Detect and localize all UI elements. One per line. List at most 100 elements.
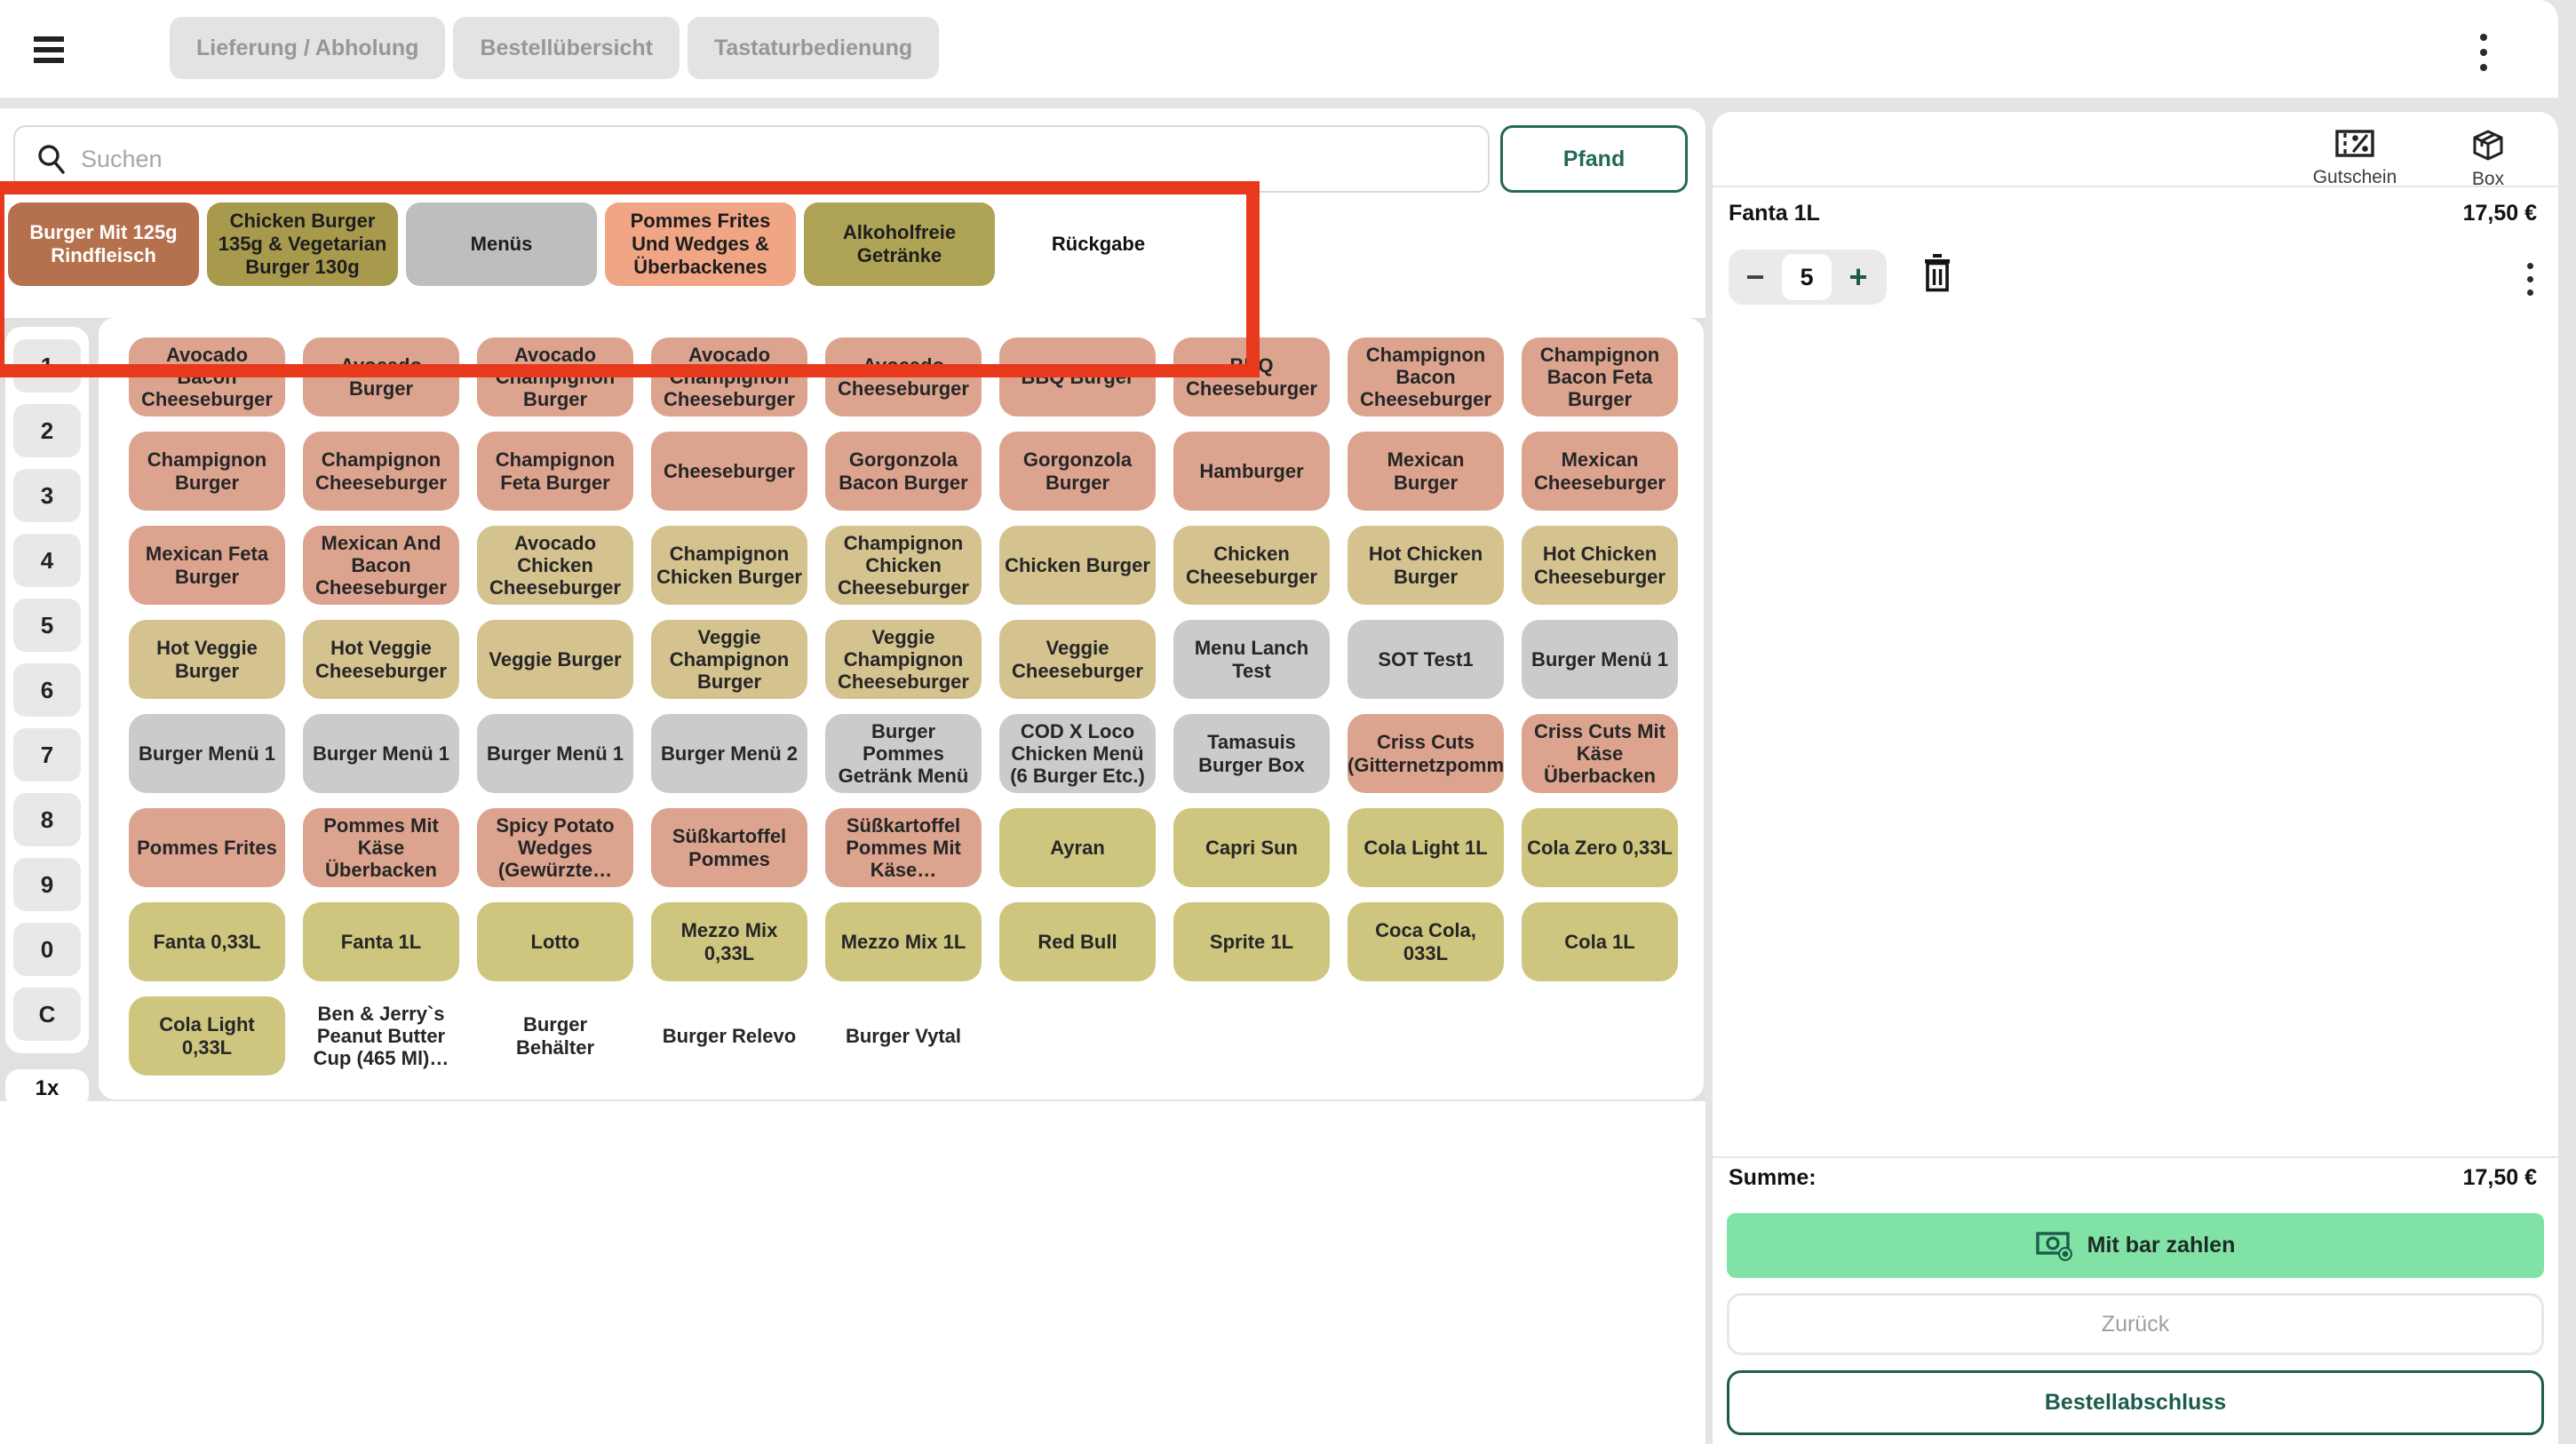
product-button[interactable]: Cola Light 0,33L xyxy=(129,996,285,1075)
product-button[interactable]: Capri Sun xyxy=(1173,808,1330,887)
numpad-key-5[interactable]: 5 xyxy=(13,599,81,652)
tab-tastaturbedienung[interactable]: Tastaturbedienung xyxy=(687,17,940,79)
product-button[interactable]: Champignon Bacon Feta Burger xyxy=(1522,337,1678,417)
back-button[interactable]: Zurück xyxy=(1727,1293,2544,1355)
numpad-key-c[interactable]: C xyxy=(13,988,81,1041)
product-button[interactable]: SOT Test1 xyxy=(1348,620,1504,699)
category-button[interactable]: Pommes Frites Und Wedges & Überbackenes xyxy=(605,202,796,286)
product-button[interactable]: Chicken Cheeseburger xyxy=(1173,526,1330,605)
product-button[interactable]: Burger Pommes Getränk Menü xyxy=(825,714,982,793)
product-button[interactable]: Burger Relevo xyxy=(662,1024,797,1047)
product-button[interactable]: Burger Menü 1 xyxy=(303,714,459,793)
product-button[interactable]: Burger Menü 1 xyxy=(129,714,285,793)
product-button[interactable]: Menu Lanch Test xyxy=(1173,620,1330,699)
product-button[interactable]: Mexican And Bacon Cheeseburger xyxy=(303,526,459,605)
numpad-key-2[interactable]: 2 xyxy=(13,404,81,457)
product-button[interactable]: Gorgonzola Burger xyxy=(999,432,1156,511)
product-button[interactable]: Süßkartoffel Pommes xyxy=(651,808,807,887)
product-button[interactable]: Spicy Potato Wedges (Gewürzte… xyxy=(477,808,633,887)
topbar-kebab-icon[interactable] xyxy=(2480,29,2487,75)
product-button[interactable]: Cola 1L xyxy=(1522,902,1678,981)
product-button[interactable]: BBQ Cheeseburger xyxy=(1173,337,1330,417)
product-button[interactable]: Mexican Cheeseburger xyxy=(1522,432,1678,511)
product-button[interactable]: Cola Light 1L xyxy=(1348,808,1504,887)
product-button[interactable]: Mexican Burger xyxy=(1348,432,1504,511)
product-button[interactable]: Avocado Champignon Cheeseburger xyxy=(651,337,807,417)
search-input[interactable] xyxy=(81,145,1488,173)
product-button[interactable]: Lotto xyxy=(477,902,633,981)
product-button[interactable]: Pommes Frites xyxy=(129,808,285,887)
product-button[interactable]: Criss Cuts Mit Käse Überbacken xyxy=(1522,714,1678,793)
increment-button[interactable]: + xyxy=(1849,258,1868,295)
product-button[interactable]: Burger Menü 2 xyxy=(651,714,807,793)
product-button[interactable]: Mexican Feta Burger xyxy=(129,526,285,605)
product-button[interactable]: Hot Veggie Cheeseburger xyxy=(303,620,459,699)
product-button[interactable]: Champignon Chicken Burger xyxy=(651,526,807,605)
product-button[interactable]: Avocado Champignon Burger xyxy=(477,337,633,417)
product-button[interactable]: Coca Cola, 033L xyxy=(1348,902,1504,981)
product-button[interactable]: Ben & Jerry`s Peanut Butter Cup (465 Ml)… xyxy=(313,1002,449,1070)
product-button[interactable]: Chicken Burger xyxy=(999,526,1156,605)
product-button[interactable]: Veggie Burger xyxy=(477,620,633,699)
delete-item-button[interactable] xyxy=(1920,252,1954,299)
pay-cash-button[interactable]: Mit bar zahlen xyxy=(1727,1213,2544,1278)
numpad-key-0[interactable]: 0 xyxy=(13,923,81,976)
product-button[interactable]: Champignon Chicken Cheeseburger xyxy=(825,526,982,605)
product-button[interactable]: Ayran xyxy=(999,808,1156,887)
product-button[interactable]: Hamburger xyxy=(1173,432,1330,511)
category-button[interactable]: Burger Mit 125g Rindfleisch xyxy=(8,202,199,286)
product-button[interactable]: Burger Menü 1 xyxy=(477,714,633,793)
product-button[interactable]: BBQ Burger xyxy=(999,337,1156,417)
category-button[interactable]: Chicken Burger 135g & Vegetarian Burger … xyxy=(207,202,398,286)
numpad-key-4[interactable]: 4 xyxy=(13,534,81,587)
product-button[interactable]: Avocado Chicken Cheeseburger xyxy=(477,526,633,605)
product-button[interactable]: Mezzo Mix 0,33L xyxy=(651,902,807,981)
product-button[interactable]: Tamasuis Burger Box xyxy=(1173,714,1330,793)
product-button[interactable]: Avocado Bacon Cheeseburger xyxy=(129,337,285,417)
numpad-key-6[interactable]: 6 xyxy=(13,663,81,717)
product-button[interactable]: Burger Menü 1 xyxy=(1522,620,1678,699)
product-button[interactable]: Champignon Bacon Cheeseburger xyxy=(1348,337,1504,417)
search-box[interactable] xyxy=(13,125,1490,193)
category-button[interactable]: Rückgabe xyxy=(1051,233,1146,256)
product-button[interactable]: Veggie Champignon Burger xyxy=(651,620,807,699)
product-button[interactable]: Veggie Champignon Cheeseburger xyxy=(825,620,982,699)
numpad-key-1[interactable]: 1 xyxy=(13,339,81,393)
product-button[interactable]: Fanta 0,33L xyxy=(129,902,285,981)
numpad-key-7[interactable]: 7 xyxy=(13,728,81,782)
box-button[interactable]: Box xyxy=(2430,126,2546,190)
decrement-button[interactable]: − xyxy=(1745,258,1765,295)
tab-lieferung-abholung[interactable]: Lieferung / Abholung xyxy=(170,17,446,79)
product-button[interactable]: Avocado Cheeseburger xyxy=(825,337,982,417)
hamburger-menu-icon[interactable] xyxy=(34,36,64,63)
numpad-key-3[interactable]: 3 xyxy=(13,469,81,522)
product-button[interactable]: Veggie Cheeseburger xyxy=(999,620,1156,699)
product-button[interactable]: Champignon Burger xyxy=(129,432,285,511)
product-button[interactable]: Hot Chicken Cheeseburger xyxy=(1522,526,1678,605)
order-finish-button[interactable]: Bestellabschluss xyxy=(1727,1370,2544,1435)
product-button[interactable]: Red Bull xyxy=(999,902,1156,981)
product-button[interactable]: Hot Veggie Burger xyxy=(129,620,285,699)
numpad-key-9[interactable]: 9 xyxy=(13,858,81,911)
product-button[interactable]: Mezzo Mix 1L xyxy=(825,902,982,981)
multiplier-button[interactable]: 1x xyxy=(5,1069,89,1108)
product-button[interactable]: Cola Zero 0,33L xyxy=(1522,808,1678,887)
product-button[interactable]: Pommes Mit Käse Überbacken xyxy=(303,808,459,887)
product-button[interactable]: Champignon Cheeseburger xyxy=(303,432,459,511)
product-button[interactable]: Fanta 1L xyxy=(303,902,459,981)
product-button[interactable]: Burger Vytal xyxy=(845,1024,961,1047)
product-button[interactable]: COD X Loco Chicken Menü (6 Burger Etc.) xyxy=(999,714,1156,793)
tab-bestell-bersicht[interactable]: Bestellübersicht xyxy=(453,17,680,79)
quantity-value[interactable]: 5 xyxy=(1782,254,1832,300)
product-button[interactable]: Avocado Burger xyxy=(303,337,459,417)
product-button[interactable]: Hot Chicken Burger xyxy=(1348,526,1504,605)
product-button[interactable]: Süßkartoffel Pommes Mit Käse… xyxy=(825,808,982,887)
product-button[interactable]: Gorgonzola Bacon Burger xyxy=(825,432,982,511)
product-button[interactable]: Sprite 1L xyxy=(1173,902,1330,981)
product-button[interactable]: Criss Cuts (Gitternetzpomm xyxy=(1348,714,1504,793)
category-button[interactable]: Menüs xyxy=(406,202,597,286)
product-button[interactable]: Champignon Feta Burger xyxy=(477,432,633,511)
gutschein-button[interactable]: Gutschein xyxy=(2297,126,2413,190)
category-button[interactable]: Alkoholfreie Getränke xyxy=(804,202,995,286)
numpad-key-8[interactable]: 8 xyxy=(13,793,81,846)
